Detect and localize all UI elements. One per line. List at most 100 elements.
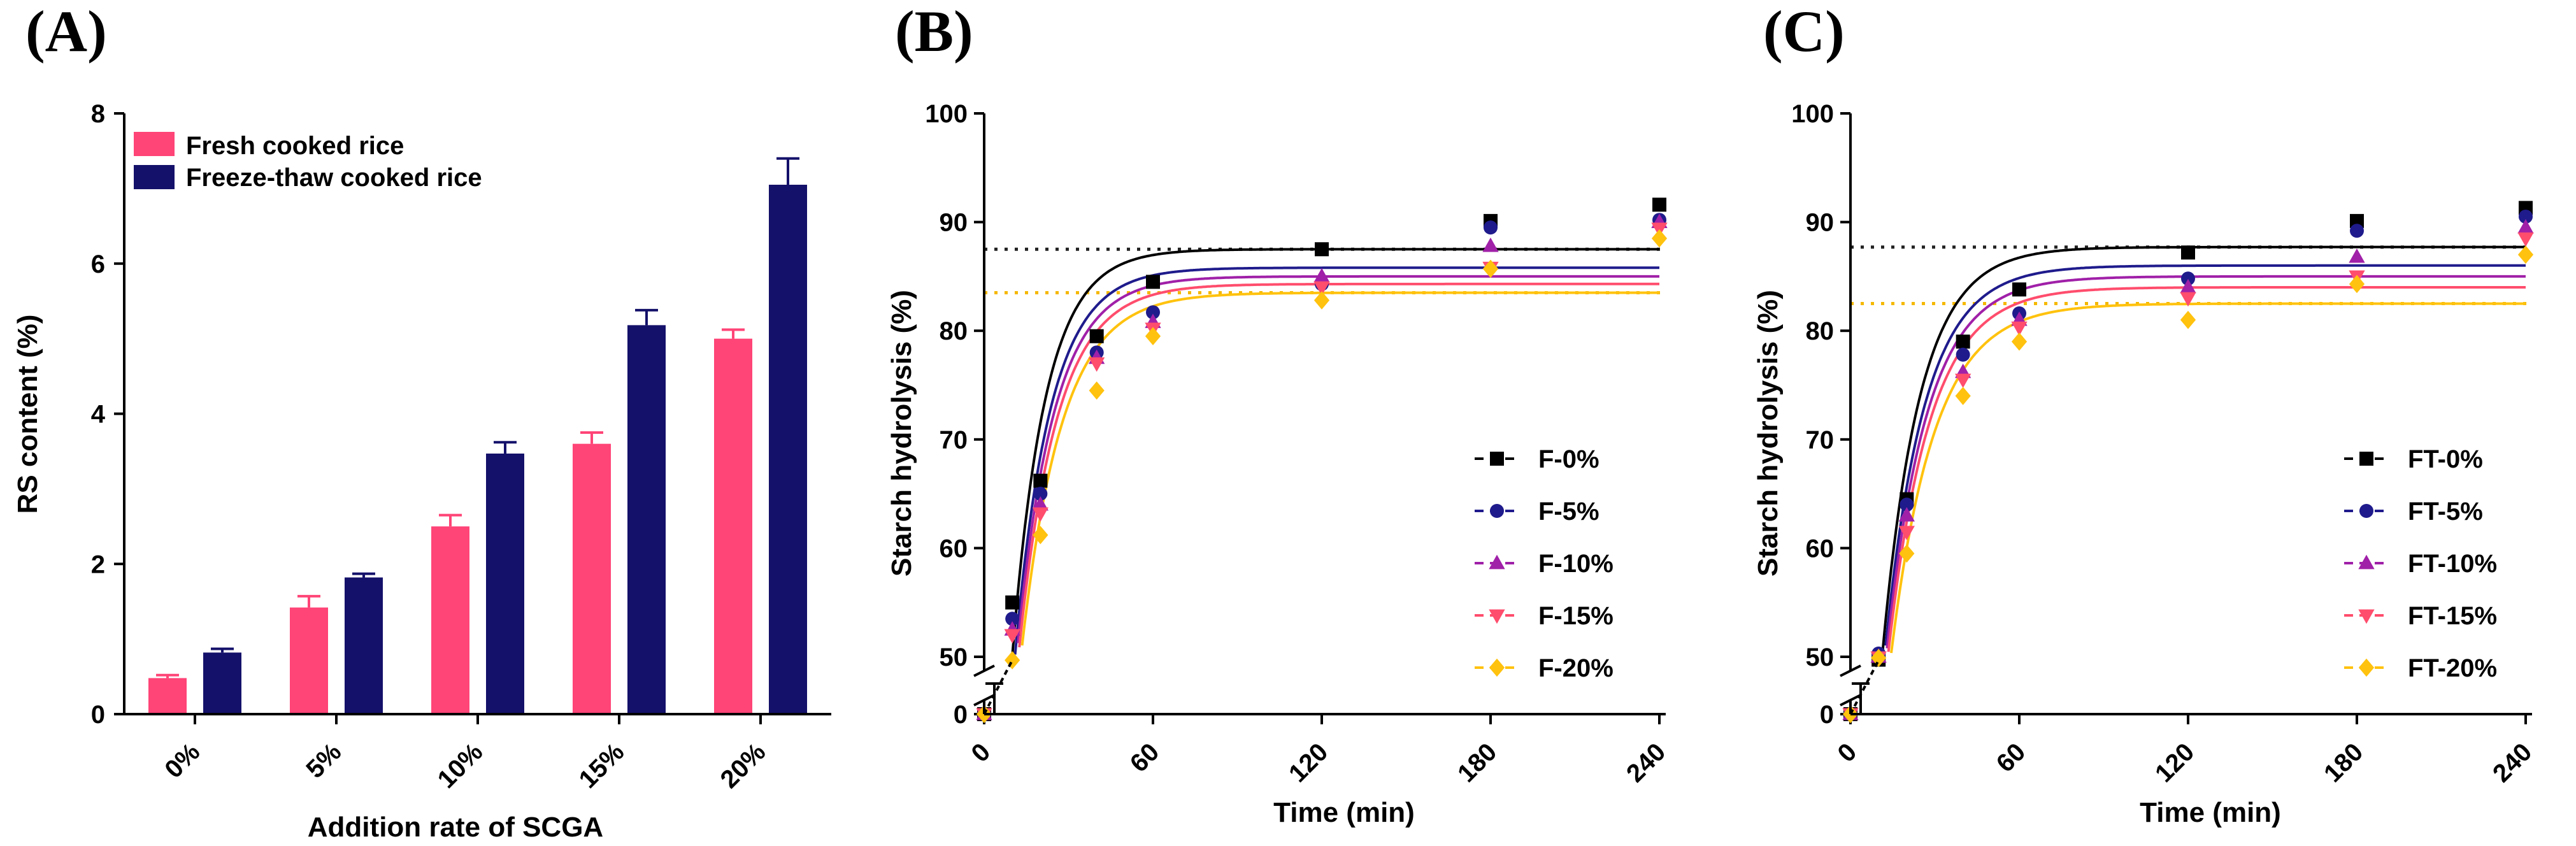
bar-fresh-cooked-rice-0pct xyxy=(148,678,187,714)
x-tick-label: 180 xyxy=(1452,738,1502,787)
fit-curve-f-15pct xyxy=(1018,282,1659,648)
panel-b-x-ticks: 0 60 120 180 240 xyxy=(966,714,1671,788)
y-tick-label: 50 xyxy=(1806,643,1835,671)
legend-marker-ft-0pct xyxy=(2359,452,2373,466)
point-ft-0pct-t120 xyxy=(2181,245,2195,260)
y-tick-label: 100 xyxy=(925,100,968,128)
origin-segment xyxy=(983,659,1013,715)
origin-segment xyxy=(1849,659,1880,715)
legend-label-ft-15pct: FT-15% xyxy=(2408,602,2497,630)
legend-label-fresh: Fresh cooked rice xyxy=(186,132,404,160)
legend-label-ft-20pct: FT-20% xyxy=(2408,654,2497,682)
point-ft-10pct-t20 xyxy=(1898,507,1915,522)
point-f-20pct-t10 xyxy=(1005,651,1020,670)
panel-c-x-label: Time (min) xyxy=(2140,797,2281,828)
panel-b-label: (B) xyxy=(895,0,973,64)
point-ft-15pct-t240 xyxy=(2517,232,2534,247)
panel-a-legend: Fresh cooked rice Freeze-thaw cooked ric… xyxy=(134,132,482,192)
legend-marker-ft-15pct xyxy=(2358,609,2375,624)
legend-marker-f-20pct xyxy=(1489,658,1505,677)
legend-label-ft-0pct: FT-0% xyxy=(2408,445,2483,473)
bar-fresh-cooked-rice-15pct xyxy=(573,443,611,714)
point-f-5pct-t60 xyxy=(1146,305,1160,320)
point-ft-5pct-t40 xyxy=(1956,347,1970,362)
bar-freeze-thaw-cooked-rice-5pct xyxy=(345,577,383,714)
y-tick-label: 60 xyxy=(1806,534,1835,563)
legend-label-freeze-thaw: Freeze-thaw cooked rice xyxy=(186,164,482,192)
fit-curve-ft-10pct xyxy=(1885,275,2526,649)
point-ft-20pct-t180 xyxy=(2349,275,2365,294)
y-tick-label: 90 xyxy=(1806,209,1835,237)
x-tick-label: 60 xyxy=(1991,738,2031,778)
panel-a-bars xyxy=(148,157,807,715)
panel-c-y-label: Starch hydrolysis (%) xyxy=(1752,290,1784,577)
point-f-0pct-t10 xyxy=(1005,595,1020,610)
point-f-5pct-t10 xyxy=(1005,612,1020,626)
legend-marker-ft-20pct xyxy=(2358,658,2375,677)
panel-b-x-label: Time (min) xyxy=(1273,797,1415,828)
point-ft-0pct-t40 xyxy=(1956,334,1970,349)
y-tick-label: 70 xyxy=(940,426,968,454)
point-f-0pct-t20 xyxy=(1033,473,1048,488)
panel-b-y-ticks: 0 50 60 70 80 90 100 xyxy=(925,100,984,729)
point-ft-15pct-t60 xyxy=(2011,321,2028,336)
legend-label-f-10pct: F-10% xyxy=(1538,550,1614,578)
point-ft-20pct-t20 xyxy=(1899,544,1915,563)
panel-c-label: (C) xyxy=(1763,0,1845,64)
point-f-10pct-t20 xyxy=(1032,496,1048,511)
point-ft-5pct-t180 xyxy=(2350,224,2364,238)
fit-curve-ft-15pct xyxy=(1887,286,2526,652)
bar-freeze-thaw-cooked-rice-20pct xyxy=(769,184,807,714)
x-tick-label: 120 xyxy=(2150,738,2200,787)
point-ft-0pct-t60 xyxy=(2012,282,2026,297)
legend-marker-f-10pct xyxy=(1489,554,1505,570)
y-tick-label: 0 xyxy=(954,701,968,729)
fit-curve-f-0pct xyxy=(1011,248,1659,656)
y-tick-label: 0 xyxy=(91,701,105,729)
y-tick-label: 80 xyxy=(1806,317,1835,345)
panel-c-y-ticks: 0 50 60 70 80 90 100 xyxy=(1791,100,1850,729)
point-ft-10pct-t240 xyxy=(2517,219,2534,234)
panel-a-y-ticks: 0 2 4 6 8 xyxy=(91,100,124,729)
panel-a-y-label: RS content (%) xyxy=(12,315,43,514)
panel-c-fit-curves xyxy=(1881,245,2526,654)
point-f-15pct-t40 xyxy=(1089,357,1105,372)
legend-swatch-fresh xyxy=(134,132,175,156)
y-tick-label: 100 xyxy=(1791,100,1834,128)
fit-curve-ft-5pct xyxy=(1884,264,2526,646)
point-ft-5pct-t120 xyxy=(2181,271,2195,286)
point-f-15pct-t120 xyxy=(1313,281,1330,296)
point-f-15pct-t10 xyxy=(1004,629,1020,644)
panel-c-legend: FT-0% FT-5% FT-10% FT-15% FT-20% xyxy=(2344,445,2497,682)
y-tick-label: 80 xyxy=(940,317,968,345)
legend-marker-ft-10pct xyxy=(2358,554,2375,570)
point-ft-20pct-t240 xyxy=(2517,245,2534,264)
axis-break-mark xyxy=(1840,664,1861,677)
point-f-0pct-t240 xyxy=(1652,197,1666,212)
legend-label-f-15pct: F-15% xyxy=(1538,602,1614,630)
fit-curve-f-5pct xyxy=(1013,266,1659,655)
point-f-20pct-t180 xyxy=(1482,259,1499,278)
panel-b-y-label: Starch hydrolysis (%) xyxy=(886,290,917,577)
panel-c-x-ticks: 0 60 120 180 240 xyxy=(1833,714,2537,788)
x-tick-label: 240 xyxy=(1621,738,1671,787)
point-f-20pct-t40 xyxy=(1089,381,1105,400)
point-f-0pct-t120 xyxy=(1315,242,1329,257)
panel-c: (C) 0 50 60 70 80 90 100 0 60 120 180 240 Starch h… xyxy=(1752,0,2537,828)
point-ft-15pct-t20 xyxy=(1898,526,1915,541)
bar-freeze-thaw-cooked-rice-0pct xyxy=(203,652,241,714)
x-tick-label: 0 xyxy=(1833,738,1863,768)
bar-freeze-thaw-cooked-rice-15pct xyxy=(627,325,666,715)
point-f-10pct-t180 xyxy=(1482,237,1499,252)
point-f-0pct-t60 xyxy=(1146,275,1160,289)
bar-fresh-cooked-rice-20pct xyxy=(714,338,752,714)
point-f-5pct-t180 xyxy=(1484,220,1498,235)
legend-label-f-5pct: F-5% xyxy=(1538,498,1599,526)
axis-break-mark xyxy=(1840,694,1861,706)
y-tick-label: 6 xyxy=(91,250,105,278)
axis-break-mark xyxy=(973,694,995,706)
x-tick-label: 60 xyxy=(1125,738,1165,778)
point-ft-5pct-t20 xyxy=(1900,498,1914,512)
panel-a: (A) 0 2 4 6 8 0% 5% 10% 15% 20% RS content (%) A… xyxy=(12,0,831,843)
